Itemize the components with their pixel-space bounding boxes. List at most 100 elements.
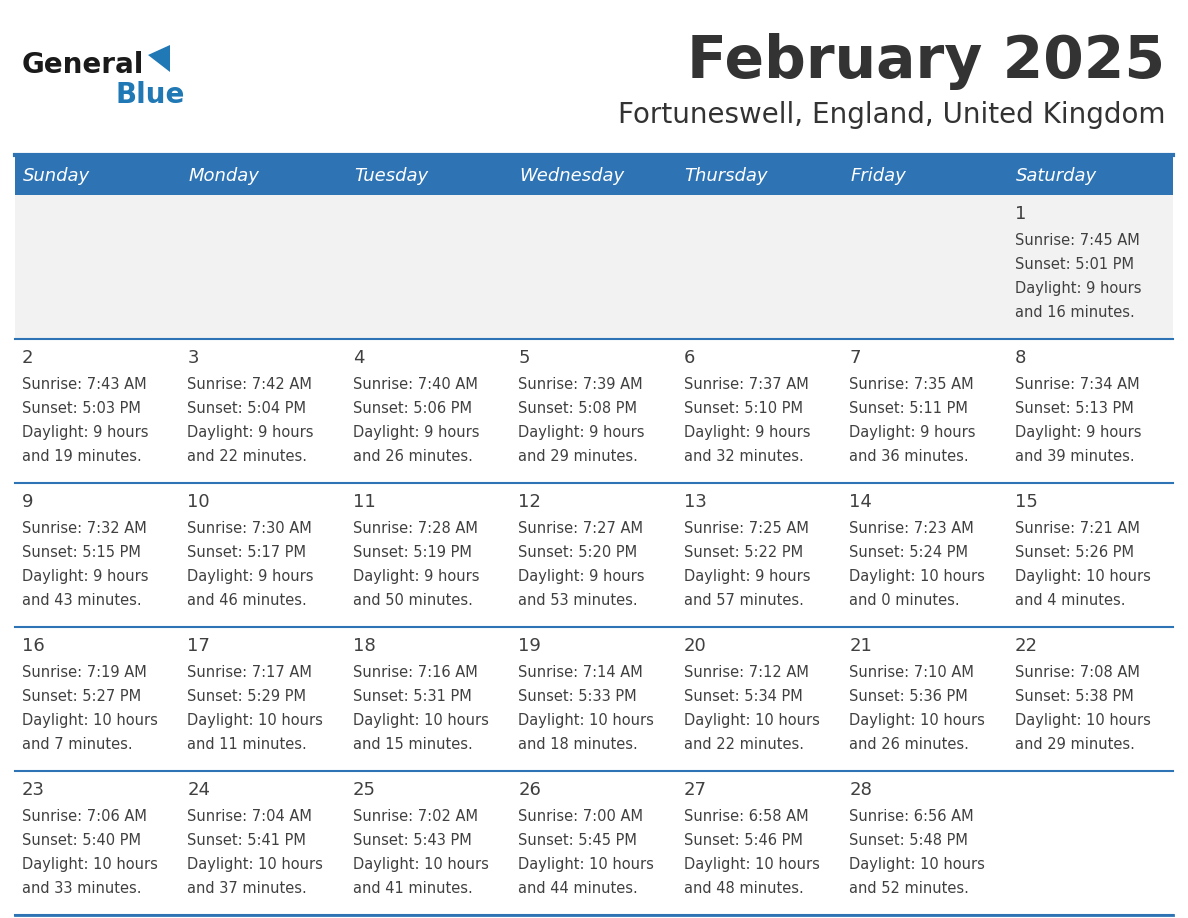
Bar [346, 483, 511, 627]
Text: Sunset: 5:01 PM: Sunset: 5:01 PM [1015, 257, 1133, 272]
Text: and 33 minutes.: and 33 minutes. [23, 881, 141, 896]
Text: Sunset: 5:19 PM: Sunset: 5:19 PM [353, 545, 472, 560]
Text: Sunset: 5:40 PM: Sunset: 5:40 PM [23, 833, 141, 848]
Text: and 32 minutes.: and 32 minutes. [684, 449, 803, 464]
Text: and 36 minutes.: and 36 minutes. [849, 449, 968, 464]
Text: Friday: Friday [851, 167, 906, 185]
Text: Daylight: 9 hours: Daylight: 9 hours [1015, 425, 1140, 440]
Text: Sunset: 5:41 PM: Sunset: 5:41 PM [188, 833, 307, 848]
Bar [1007, 483, 1173, 627]
Text: Daylight: 9 hours: Daylight: 9 hours [23, 569, 148, 584]
Text: and 29 minutes.: and 29 minutes. [1015, 737, 1135, 752]
Text: Sunrise: 7:39 AM: Sunrise: 7:39 AM [518, 377, 643, 392]
Text: Daylight: 9 hours: Daylight: 9 hours [518, 569, 645, 584]
Text: Sunrise: 7:21 AM: Sunrise: 7:21 AM [1015, 521, 1139, 536]
Text: Daylight: 10 hours: Daylight: 10 hours [23, 857, 158, 872]
Bar [842, 483, 1007, 627]
Text: 23: 23 [23, 781, 45, 799]
Bar [511, 195, 677, 339]
Text: Sunrise: 7:19 AM: Sunrise: 7:19 AM [23, 665, 147, 680]
Bar [346, 195, 511, 339]
Text: 18: 18 [353, 637, 375, 655]
Text: Daylight: 10 hours: Daylight: 10 hours [353, 713, 488, 728]
Text: 21: 21 [849, 637, 872, 655]
Text: Daylight: 9 hours: Daylight: 9 hours [684, 425, 810, 440]
Text: Daylight: 10 hours: Daylight: 10 hours [1015, 569, 1150, 584]
Polygon shape [148, 45, 170, 72]
Bar [677, 339, 842, 483]
Text: and 0 minutes.: and 0 minutes. [849, 593, 960, 608]
Text: and 53 minutes.: and 53 minutes. [518, 593, 638, 608]
Text: Sunset: 5:03 PM: Sunset: 5:03 PM [23, 401, 141, 416]
Text: and 57 minutes.: and 57 minutes. [684, 593, 803, 608]
Text: and 26 minutes.: and 26 minutes. [353, 449, 473, 464]
Text: Sunset: 5:33 PM: Sunset: 5:33 PM [518, 689, 637, 704]
Bar [15, 771, 181, 915]
Text: Sunrise: 7:16 AM: Sunrise: 7:16 AM [353, 665, 478, 680]
Text: General: General [23, 51, 145, 79]
Text: Sunrise: 7:35 AM: Sunrise: 7:35 AM [849, 377, 974, 392]
Text: 14: 14 [849, 493, 872, 511]
Text: Daylight: 10 hours: Daylight: 10 hours [849, 713, 985, 728]
Text: and 44 minutes.: and 44 minutes. [518, 881, 638, 896]
Text: Fortuneswell, England, United Kingdom: Fortuneswell, England, United Kingdom [618, 101, 1165, 129]
Text: Sunrise: 7:00 AM: Sunrise: 7:00 AM [518, 809, 643, 824]
Text: and 22 minutes.: and 22 minutes. [684, 737, 804, 752]
Text: and 7 minutes.: and 7 minutes. [23, 737, 133, 752]
Text: Sunset: 5:10 PM: Sunset: 5:10 PM [684, 401, 803, 416]
Bar [842, 771, 1007, 915]
Bar [842, 627, 1007, 771]
Bar [181, 339, 346, 483]
Bar [511, 157, 677, 195]
Bar [15, 195, 181, 339]
Text: Sunset: 5:13 PM: Sunset: 5:13 PM [1015, 401, 1133, 416]
Text: Sunrise: 7:30 AM: Sunrise: 7:30 AM [188, 521, 312, 536]
Text: Wednesday: Wednesday [519, 167, 625, 185]
Text: Sunrise: 7:40 AM: Sunrise: 7:40 AM [353, 377, 478, 392]
Text: Blue: Blue [115, 81, 184, 109]
Text: Sunrise: 6:58 AM: Sunrise: 6:58 AM [684, 809, 808, 824]
Bar [677, 483, 842, 627]
Text: 9: 9 [23, 493, 33, 511]
Text: Sunrise: 7:12 AM: Sunrise: 7:12 AM [684, 665, 809, 680]
Text: and 48 minutes.: and 48 minutes. [684, 881, 803, 896]
Text: 8: 8 [1015, 349, 1026, 367]
Text: Sunrise: 7:25 AM: Sunrise: 7:25 AM [684, 521, 809, 536]
Text: Sunset: 5:36 PM: Sunset: 5:36 PM [849, 689, 968, 704]
Text: and 46 minutes.: and 46 minutes. [188, 593, 308, 608]
Text: and 52 minutes.: and 52 minutes. [849, 881, 969, 896]
Text: 28: 28 [849, 781, 872, 799]
Text: 15: 15 [1015, 493, 1037, 511]
Text: and 50 minutes.: and 50 minutes. [353, 593, 473, 608]
Text: Sunrise: 7:06 AM: Sunrise: 7:06 AM [23, 809, 147, 824]
Text: 26: 26 [518, 781, 542, 799]
Text: Daylight: 9 hours: Daylight: 9 hours [518, 425, 645, 440]
Text: Daylight: 9 hours: Daylight: 9 hours [188, 569, 314, 584]
Bar [181, 157, 346, 195]
Text: Sunset: 5:06 PM: Sunset: 5:06 PM [353, 401, 472, 416]
Text: 13: 13 [684, 493, 707, 511]
Text: and 29 minutes.: and 29 minutes. [518, 449, 638, 464]
Text: Sunset: 5:08 PM: Sunset: 5:08 PM [518, 401, 637, 416]
Text: Daylight: 10 hours: Daylight: 10 hours [849, 569, 985, 584]
Bar [677, 195, 842, 339]
Text: Daylight: 9 hours: Daylight: 9 hours [23, 425, 148, 440]
Text: Daylight: 10 hours: Daylight: 10 hours [188, 857, 323, 872]
Text: 24: 24 [188, 781, 210, 799]
Bar [511, 627, 677, 771]
Text: and 11 minutes.: and 11 minutes. [188, 737, 308, 752]
Text: Sunrise: 6:56 AM: Sunrise: 6:56 AM [849, 809, 974, 824]
Text: and 18 minutes.: and 18 minutes. [518, 737, 638, 752]
Bar [15, 339, 181, 483]
Bar [1007, 627, 1173, 771]
Text: Sunrise: 7:42 AM: Sunrise: 7:42 AM [188, 377, 312, 392]
Bar [1007, 157, 1173, 195]
Text: Sunrise: 7:43 AM: Sunrise: 7:43 AM [23, 377, 146, 392]
Bar [15, 627, 181, 771]
Text: Sunset: 5:29 PM: Sunset: 5:29 PM [188, 689, 307, 704]
Text: 12: 12 [518, 493, 542, 511]
Text: 20: 20 [684, 637, 707, 655]
Text: Daylight: 10 hours: Daylight: 10 hours [518, 857, 655, 872]
Text: Sunset: 5:46 PM: Sunset: 5:46 PM [684, 833, 803, 848]
Bar [181, 483, 346, 627]
